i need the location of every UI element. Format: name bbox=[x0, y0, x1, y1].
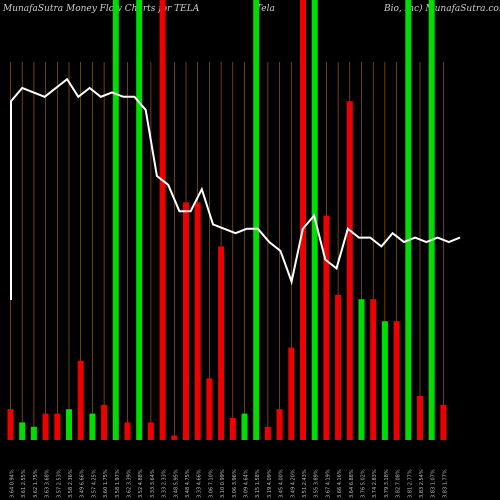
bar-down bbox=[276, 409, 283, 440]
x-tick-label: 3.62 1.75% bbox=[33, 469, 39, 498]
x-tick-label: 3.45 4.00% bbox=[279, 469, 285, 498]
bar-up bbox=[112, 0, 119, 440]
x-tick-label: 3.83 1.07% bbox=[431, 469, 437, 498]
x-tick-label: 3.64 6.88% bbox=[349, 469, 355, 498]
bar-up bbox=[30, 426, 37, 440]
x-tick-label: 3.60 1.75% bbox=[103, 469, 109, 498]
x-tick-labels: 3.64 0.94% 3.61 2.55% 3.62 1.75% 3.63 3.68%… bbox=[10, 469, 449, 498]
bar-down bbox=[54, 413, 61, 440]
x-tick-label: 3.57 2.53% bbox=[56, 469, 62, 498]
x-tick-label: 3.79 3.18% bbox=[384, 469, 390, 498]
bar-up bbox=[381, 321, 388, 440]
chart-title-right: Bio, Inc) MunafaSutra.com bbox=[384, 4, 500, 14]
x-tick-label: 3.15 1.58% bbox=[255, 469, 261, 498]
x-tick-label: 3.52 4.88% bbox=[138, 469, 144, 498]
x-tick-label: 3.83 2.54% bbox=[419, 469, 425, 498]
bar-down bbox=[206, 378, 213, 440]
x-tick-label: 3.06 3.96% bbox=[232, 469, 238, 498]
x-tick-label: 3.49 6.66% bbox=[80, 469, 86, 498]
x-tick-label: 3.62 3.39% bbox=[127, 469, 133, 498]
bar-down bbox=[393, 321, 400, 440]
x-tick-label: 3.66 4.16% bbox=[337, 469, 343, 498]
x-tick-label: 3.48 5.95% bbox=[173, 469, 179, 498]
bar-down bbox=[183, 202, 189, 440]
x-tick-label: 3.19 4.09% bbox=[267, 469, 273, 498]
bar-up bbox=[66, 409, 72, 440]
x-tick-label: 3.83 1.77% bbox=[442, 469, 448, 498]
bar-down bbox=[147, 422, 154, 440]
bar-up bbox=[89, 413, 96, 440]
gridlines bbox=[10, 62, 444, 440]
bar-down bbox=[77, 360, 84, 440]
x-tick-label: 3.58 1.97% bbox=[115, 469, 121, 498]
bar-up bbox=[358, 299, 365, 440]
bar-down bbox=[124, 422, 131, 440]
bar-down bbox=[264, 426, 271, 440]
bar-up bbox=[136, 0, 143, 440]
x-tick-label: 3.58 2.36% bbox=[68, 469, 74, 498]
bar-down bbox=[323, 215, 330, 440]
bar-down bbox=[288, 347, 295, 440]
x-tick-label: 3.09 4.64% bbox=[244, 469, 250, 498]
bar-up bbox=[253, 0, 260, 440]
bar-down bbox=[101, 404, 108, 440]
bar-up bbox=[19, 422, 26, 440]
chart-title-middle: Tela bbox=[256, 4, 275, 14]
x-tick-label: 3.81 2.77% bbox=[407, 469, 413, 498]
x-tick-label: 3.33 4.66% bbox=[197, 469, 203, 498]
x-tick-label: 3.82 7.08% bbox=[396, 469, 402, 498]
x-tick-label: 3.06 7.10% bbox=[208, 469, 214, 498]
bar-down bbox=[218, 246, 225, 440]
bar-up bbox=[428, 0, 435, 440]
price-line-layer bbox=[10, 77, 461, 300]
bar-down bbox=[335, 294, 342, 440]
bar-down bbox=[440, 404, 447, 440]
x-tick-label: 3.64 0.94% bbox=[10, 469, 16, 498]
price-line bbox=[10, 77, 461, 300]
bar-down bbox=[159, 0, 166, 440]
x-tick-label: 3.33 2.33% bbox=[162, 469, 168, 498]
bar-down bbox=[42, 413, 49, 440]
x-tick-label: 3.49 4.20% bbox=[290, 469, 296, 498]
bar-down bbox=[229, 418, 236, 440]
bar-down bbox=[417, 396, 423, 440]
bar-down bbox=[300, 0, 306, 440]
x-tick-label: 3.51 2.43% bbox=[302, 469, 308, 498]
x-tick-label: 3.74 2.83% bbox=[372, 469, 378, 498]
x-tick-label: 3.57 4.25% bbox=[91, 469, 97, 498]
bar-down bbox=[194, 202, 201, 440]
x-tick-label: 3.10 0.99% bbox=[220, 469, 226, 498]
x-tick-label: 3.63 3.68% bbox=[45, 469, 51, 498]
x-tick-label: 3.61 2.55% bbox=[21, 469, 27, 498]
bar-down bbox=[370, 299, 377, 440]
bar-down bbox=[346, 101, 353, 440]
x-tick-label: 3.48 4.75% bbox=[185, 469, 191, 498]
bar-series bbox=[7, 0, 447, 440]
x-tick-label: 3.33 3.64% bbox=[150, 469, 156, 498]
x-tick-label: 3.67 4.19% bbox=[325, 469, 331, 498]
bar-up bbox=[405, 0, 412, 440]
bar-down bbox=[171, 435, 178, 440]
x-tick-label: 3.55 3.89% bbox=[314, 469, 320, 498]
bar-down bbox=[7, 409, 14, 440]
chart-title-left: MunafaSutra Money Flow Charts for TELA bbox=[3, 4, 200, 14]
bar-up bbox=[241, 413, 248, 440]
x-tick-label: 3.76 5.02% bbox=[361, 469, 367, 498]
